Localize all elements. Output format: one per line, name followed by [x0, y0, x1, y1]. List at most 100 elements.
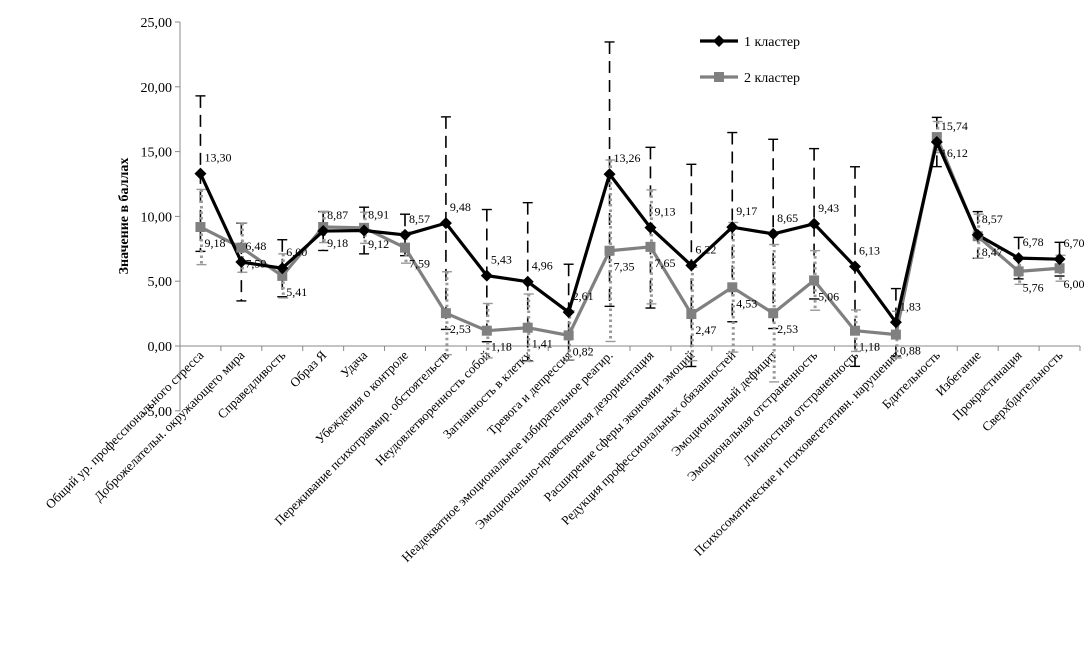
- point-marker: [480, 269, 493, 282]
- point-marker: [439, 217, 452, 230]
- point-marker: [1013, 266, 1024, 277]
- data-label: 8,65: [777, 211, 798, 225]
- data-label: 9,13: [654, 205, 675, 219]
- y-axis-title: Значение в баллах: [117, 158, 132, 275]
- point-marker: [317, 225, 330, 238]
- point-marker: [604, 245, 615, 256]
- error-bars: [195, 41, 1066, 383]
- point-marker: [685, 259, 698, 272]
- data-label: 6,13: [859, 244, 880, 258]
- y-tick-label: 25,00: [141, 16, 173, 31]
- category-label: Прокрастинация: [949, 348, 1025, 424]
- data-label: 7,65: [654, 256, 675, 270]
- point-marker: [194, 167, 207, 180]
- point-marker: [277, 270, 288, 281]
- point-marker: [195, 222, 206, 233]
- data-label: 2,53: [450, 322, 471, 336]
- y-axis: -5,00 0,00 5,00 10,00 15,00 20,00 25,00: [141, 16, 181, 420]
- point-marker: [358, 224, 371, 237]
- data-label: 2,53: [777, 322, 798, 336]
- legend: 1 кластер 2 кластер: [700, 35, 800, 86]
- data-label: 13,30: [204, 151, 231, 165]
- data-label: 4,96: [532, 259, 553, 273]
- point-marker: [971, 228, 984, 241]
- data-label: 8,91: [368, 208, 389, 222]
- point-marker: [1012, 252, 1025, 265]
- data-label: 9,18: [327, 236, 348, 250]
- point-marker: [889, 316, 902, 329]
- legend-marker: [714, 72, 724, 82]
- legend-label: 1 кластер: [744, 35, 800, 50]
- legend-marker: [713, 35, 725, 47]
- point-marker: [1054, 263, 1065, 274]
- data-label: 9,17: [736, 204, 757, 218]
- y-tick-label: 0,00: [148, 340, 173, 355]
- data-label: 0,88: [900, 344, 921, 358]
- point-marker: [522, 322, 533, 333]
- data-label: 6,78: [1023, 235, 1044, 249]
- data-label: 5,76: [1023, 280, 1044, 294]
- point-marker: [644, 221, 657, 234]
- point-marker: [767, 227, 780, 240]
- data-label: 6,00: [286, 245, 307, 259]
- data-label: 0,82: [573, 344, 594, 358]
- data-label: 6,00: [1064, 277, 1085, 291]
- point-marker: [808, 217, 821, 230]
- point-marker: [809, 275, 820, 286]
- data-label: 13,26: [614, 151, 641, 165]
- y-tick-label: 5,00: [148, 275, 173, 290]
- point-marker: [768, 308, 779, 319]
- data-label: 9,12: [368, 237, 389, 251]
- data-label: 1,83: [900, 299, 921, 313]
- point-marker: [440, 308, 451, 319]
- y-tick-label: 10,00: [141, 210, 173, 225]
- category-label: Удача: [337, 347, 370, 380]
- category-label: Доброжелательн. окружающего мира: [91, 347, 248, 504]
- y-tick-label: 15,00: [141, 146, 173, 161]
- data-label: 1,41: [532, 337, 553, 351]
- point-marker: [726, 221, 739, 234]
- point-marker: [235, 256, 248, 269]
- series-markers: [194, 132, 1066, 341]
- point-marker: [727, 282, 738, 293]
- data-label: 5,41: [286, 285, 307, 299]
- point-marker: [849, 260, 861, 273]
- data-label: 1,18: [859, 340, 880, 354]
- data-label: 2,47: [695, 323, 716, 337]
- data-label: 9,43: [818, 201, 839, 215]
- x-axis: Общий ур. профессионального стрессаДобро…: [42, 345, 1081, 565]
- point-marker: [481, 325, 492, 336]
- data-label: 6,22: [695, 242, 716, 256]
- data-label: 8,87: [327, 208, 348, 222]
- data-label: 5,43: [491, 253, 512, 267]
- data-label: 7,59: [409, 257, 430, 271]
- point-marker: [562, 306, 575, 319]
- data-label: 2,61: [573, 289, 594, 303]
- point-marker: [399, 228, 411, 241]
- point-marker: [276, 262, 289, 275]
- data-labels: 13,30 6,48 6,00 8,87 8,91 8,57 9,48 5,43 4,96 2,6…: [204, 119, 1084, 358]
- data-label: 15,74: [941, 119, 968, 133]
- point-marker: [521, 275, 534, 288]
- category-label: Общий ур. профессионального стресса: [42, 347, 206, 511]
- data-label: 8,57: [409, 212, 430, 226]
- point-marker: [563, 330, 574, 341]
- data-label: 8,57: [982, 212, 1003, 226]
- legend-label: 2 кластер: [744, 71, 800, 86]
- series-line: [199, 140, 1060, 324]
- point-marker: [850, 325, 860, 336]
- point-marker: [603, 168, 616, 181]
- data-label: 9,48: [450, 200, 471, 214]
- y-tick-label: -5,00: [143, 405, 172, 420]
- point-marker: [930, 136, 943, 149]
- data-label: 7,35: [614, 260, 635, 274]
- data-label: 16,12: [941, 146, 968, 160]
- data-label: 4,53: [736, 296, 757, 310]
- y-tick-label: 20,00: [141, 81, 173, 96]
- category-label: Образ Я: [287, 347, 330, 390]
- data-label: 9,18: [204, 236, 225, 250]
- category-label: Расширение сферы экономии эмоций: [541, 347, 698, 504]
- data-label: 7,59: [245, 257, 266, 271]
- point-marker: [645, 241, 656, 252]
